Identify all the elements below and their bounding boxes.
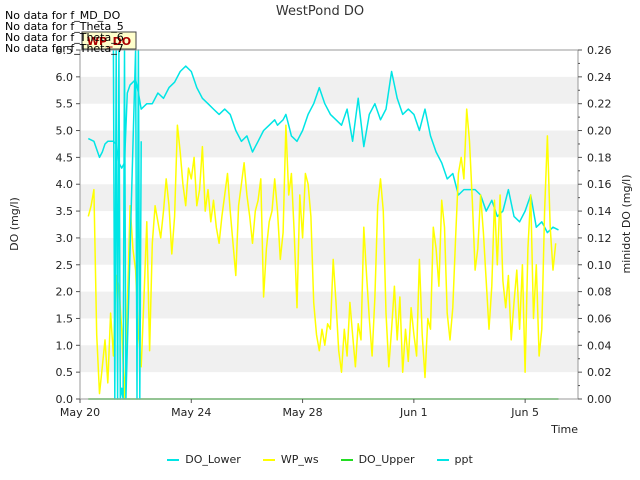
chart-title: WestPond DO [276,4,364,19]
y2-tick-label: 0.10 [587,259,612,272]
y2-tick-label: 0.12 [587,232,612,245]
y2-tick-label: 0.08 [587,286,612,299]
grid-band [80,345,578,373]
x-tick-label: Jun 5 [510,406,539,419]
x-tick-label: Jun 1 [399,406,428,419]
grid-band [80,76,578,104]
x-tick-label: May 24 [171,406,211,419]
y-tick-label: 5.0 [56,125,74,138]
x-tick-label: May 20 [60,406,100,419]
legend-swatch [167,458,180,461]
no-data-message: No data for f_MD_DO [5,9,121,22]
legend-label: DO_Lower [185,453,241,466]
legend-item-do-upper: DO_Upper [340,453,415,466]
legend: DO_Lower WP_ws DO_Upper ppt [0,453,640,466]
grid-band [80,291,578,319]
y2-tick-label: 0.02 [587,366,612,379]
annotation-box: WP_DO [81,31,137,50]
y2-tick-label: 0.04 [587,339,612,352]
y2-tick-label: 0.26 [587,44,612,57]
x-tick-label: May 28 [282,406,322,419]
x-axis-label: Time [550,423,578,436]
y-tick-label: 0.0 [56,393,74,406]
y2-tick-label: 0.24 [587,71,612,84]
legend-label: ppt [454,453,473,466]
y2-tick-label: 0.22 [587,98,612,111]
y2-tick-label: 0.14 [587,205,612,218]
axes: 0.0 0.5 1.0 1.5 2.0 2.5 3.0 3.5 4.0 4.5 5.0 5.5 6.0 6… [56,44,612,419]
legend-swatch [262,458,275,461]
grid-band [80,130,578,158]
no-data-message: No data for f_Theta_6 [5,31,124,44]
y-tick-label: 1.5 [56,312,74,325]
y-tick-label: 2.5 [56,259,74,272]
legend-swatch [436,458,449,461]
y2-tick-label: 0.20 [587,125,612,138]
y-tick-label: 6.0 [56,71,74,84]
y-tick-label: 0.5 [56,366,74,379]
y2-tick-label: 0.16 [587,178,612,191]
y-tick-label: 1.0 [56,339,74,352]
y2-axis-label: minidot DO (mg/l) [620,175,633,274]
y-tick-label: 4.5 [56,151,74,164]
y-tick-label: 4.0 [56,178,74,191]
y-tick-label: 3.5 [56,205,74,218]
legend-item-ppt: ppt [436,453,473,466]
series-line-wp-ws [87,108,557,400]
annotation-label: WP_DO [87,35,131,48]
y-tick-label: 6.5 [56,44,74,57]
legend-item-wp-ws: WP_ws [262,453,319,466]
y-axis-label: DO (mg/l) [8,197,21,251]
y-tick-label: 2.0 [56,286,74,299]
y-tick-label: 3.0 [56,232,74,245]
legend-item-do-lower: DO_Lower [167,453,241,466]
grid-bands [80,76,578,373]
grid-band [80,237,578,265]
y2-tick-label: 0.00 [587,393,612,406]
y2-tick-label: 0.06 [587,312,612,325]
no-data-message: No data for f_Theta_5 [5,20,124,33]
y2-tick-label: 0.18 [587,151,612,164]
legend-label: DO_Upper [358,453,415,466]
legend-swatch [340,458,353,461]
no-data-message: No data for f_Theta_7 [5,42,124,55]
legend-label: WP_ws [280,453,319,466]
y-tick-label: 5.5 [56,98,74,111]
